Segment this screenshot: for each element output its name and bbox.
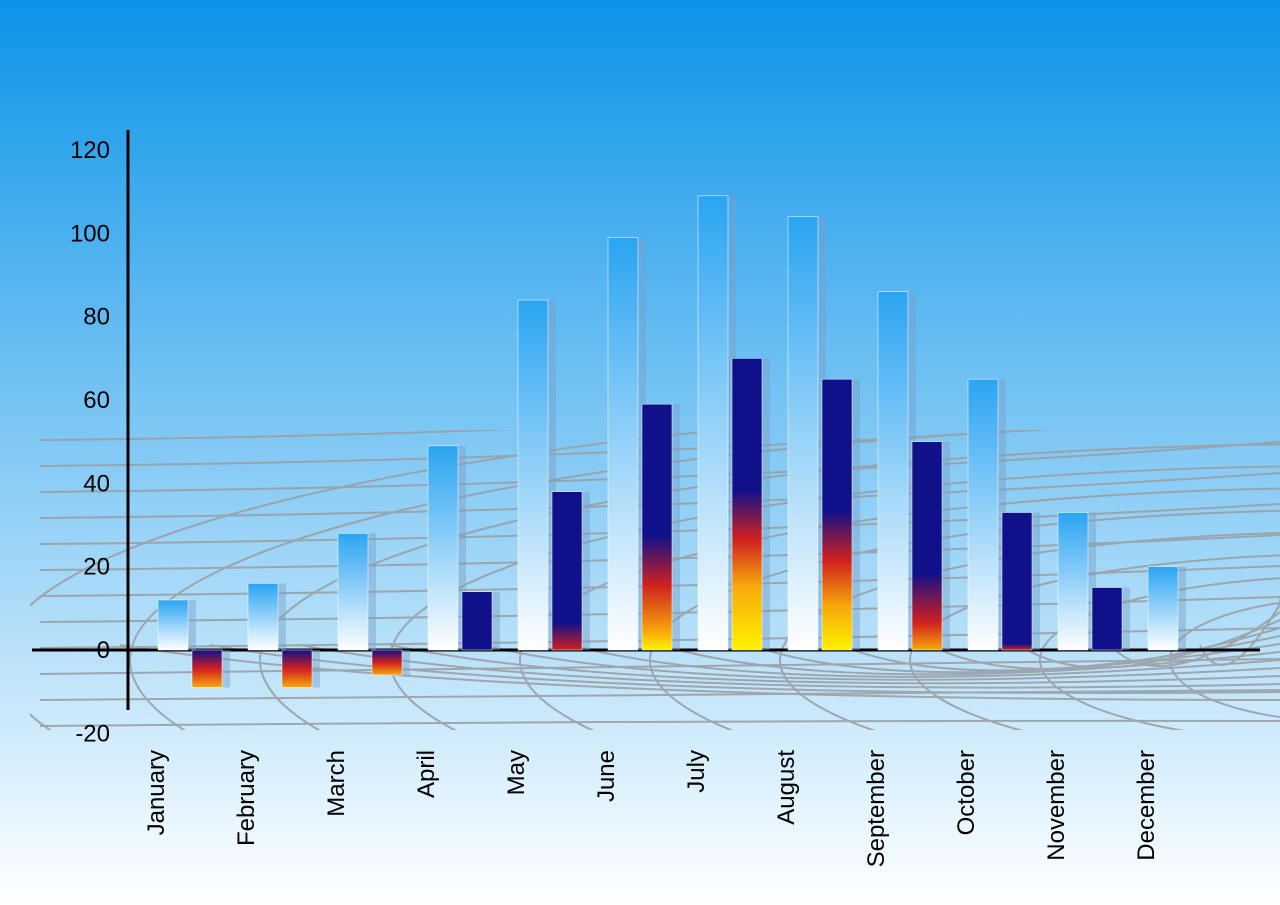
bar-series-blue [518,300,548,650]
x-tick-label: May [503,750,530,795]
bar-series-blue [428,446,458,650]
x-tick-label: September [863,750,890,867]
bar-series-blue [788,217,818,650]
y-tick-label: 100 [70,220,110,247]
bar-series-blue [158,600,188,650]
bar-series-blue [1058,513,1088,651]
bar-series-fire [1002,513,1032,651]
y-tick-label: 40 [83,470,110,497]
x-tick-label: February [233,750,260,846]
bar-series-blue [968,379,998,650]
monthly-bar-chart: -20 0 20 40 60 80 100 120 January February March Ap… [0,0,1280,905]
y-tick-label: 120 [70,137,110,164]
bar-series-fire [372,650,402,675]
bar-series-fire [462,592,492,650]
y-tick-label: -20 [75,720,110,747]
y-tick-label: 0 [97,637,110,664]
bar-series-fire [552,492,582,650]
bar-series-fire [282,650,312,688]
y-tick-label: 60 [83,387,110,414]
bar-series-fire [192,650,222,688]
bar-series-blue [878,292,908,650]
bar-series-fire [1092,588,1122,651]
x-tick-label: October [953,750,980,835]
bar-series-blue [248,583,278,650]
bar-series-fire [732,358,762,650]
x-tick-label: January [143,750,170,835]
x-tick-label: July [683,750,710,793]
chart-svg: -20 0 20 40 60 80 100 120 January February March Ap… [0,0,1280,905]
bar-series-blue [1148,567,1178,650]
x-tick-label: April [413,750,440,798]
bar-series-blue [338,533,368,650]
bar-series-blue [698,196,728,650]
y-tick-label: 80 [83,304,110,331]
x-tick-label: November [1043,750,1070,861]
y-tick-label: 20 [83,554,110,581]
x-tick-label: March [323,750,350,817]
x-tick-label: August [773,750,800,825]
x-tick-label: December [1133,750,1160,861]
x-tick-label: June [593,750,620,802]
bar-series-blue [608,238,638,651]
bar-series-fire [912,442,942,650]
bar-series-fire [822,379,852,650]
bar-series-fire [642,404,672,650]
